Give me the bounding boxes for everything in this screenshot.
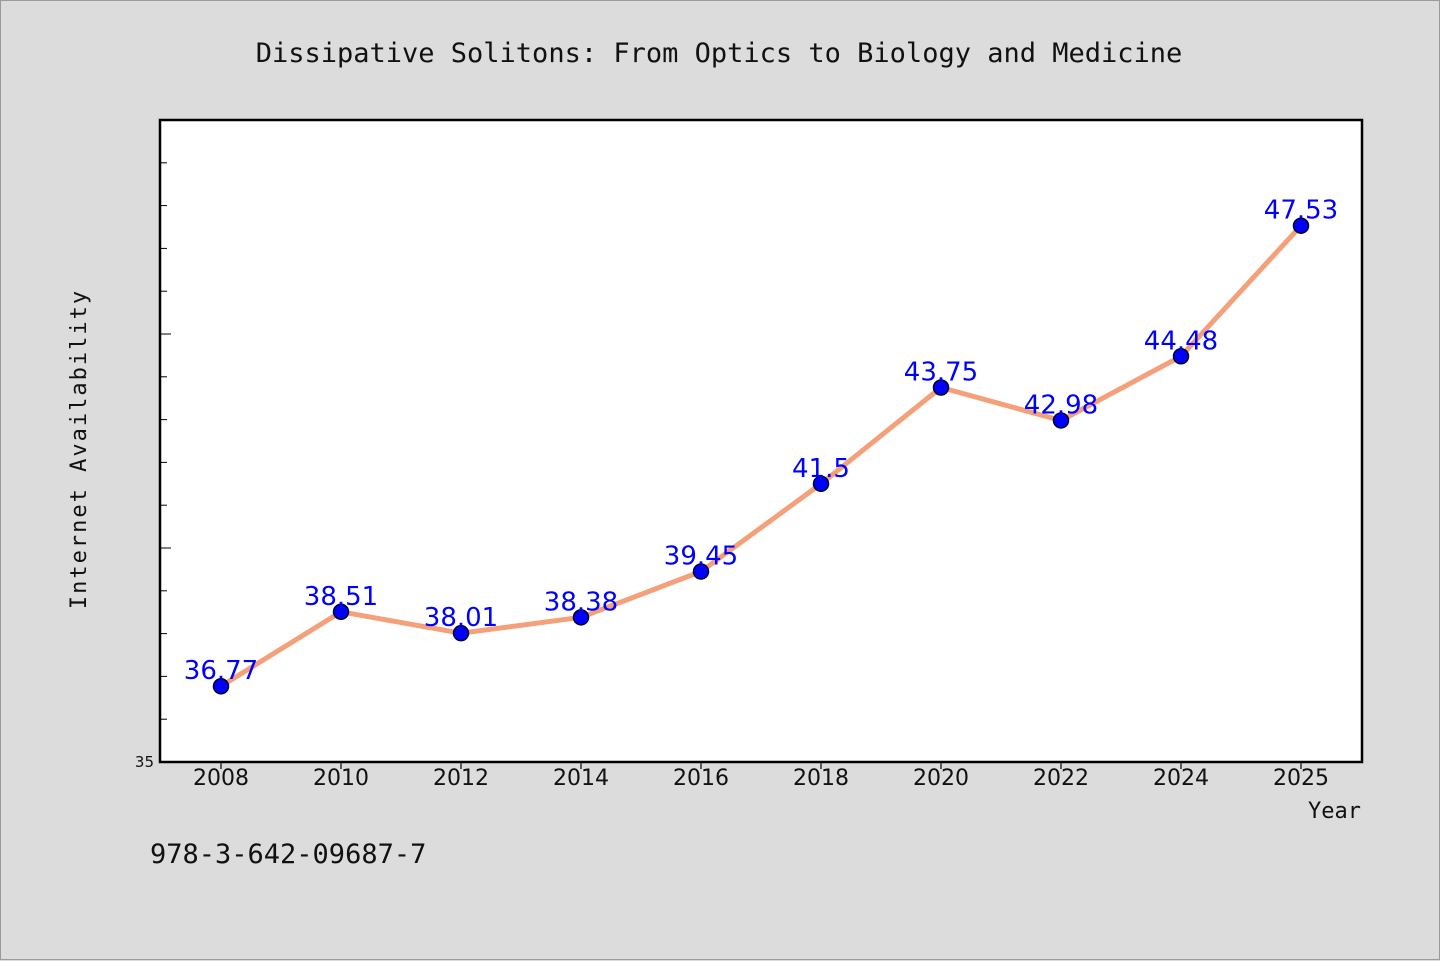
y-tick-label: 35 <box>135 753 154 771</box>
x-axis-ticks: 2008 2010 2012 2014 2016 2018 2020 2022 2024 2025 <box>193 762 1329 791</box>
plot-area <box>158 118 1364 764</box>
data-label: 36.77 <box>184 656 258 686</box>
data-label: 38.38 <box>544 587 618 617</box>
data-label: 38.01 <box>424 603 498 633</box>
y-axis-title: Internet Availability <box>67 289 92 609</box>
data-point <box>1052 412 1070 429</box>
data-point <box>1172 348 1190 365</box>
series-layer: 36.77 38.51 38.01 38.38 39.45 41.5 43.75 42.98 4… <box>184 196 1338 695</box>
data-label: 42.98 <box>1024 390 1098 420</box>
data-label: 43.75 <box>904 358 978 388</box>
data-label: 38.51 <box>304 582 378 612</box>
x-tick-label: 2008 <box>193 766 249 791</box>
y-axis-ticks: 35 <box>135 162 171 771</box>
data-label: 39.45 <box>664 542 738 572</box>
data-point <box>572 609 590 626</box>
x-tick-label: 2024 <box>1153 766 1209 791</box>
isbn-footnote: 978-3-642-09687-7 <box>150 839 426 870</box>
x-tick-label: 2010 <box>313 766 369 791</box>
x-tick-label: 2025 <box>1273 766 1329 791</box>
data-label: 47.53 <box>1264 196 1338 226</box>
data-label: 44.48 <box>1144 326 1218 356</box>
data-point <box>452 624 470 642</box>
x-tick-label: 2014 <box>553 766 609 791</box>
chart-title: Dissipative Solitons: From Optics to Bio… <box>256 38 1183 69</box>
x-tick-label: 2022 <box>1033 766 1089 791</box>
data-point <box>932 379 950 396</box>
x-tick-label: 2018 <box>793 766 849 791</box>
series-line <box>218 223 1304 689</box>
data-label: 41.5 <box>792 454 850 484</box>
data-point <box>212 677 230 695</box>
data-point <box>692 563 710 580</box>
x-axis-title: Year <box>1308 799 1361 824</box>
data-point <box>332 603 350 621</box>
x-tick-label: 2016 <box>673 766 729 791</box>
data-point <box>1292 217 1310 234</box>
data-point <box>812 475 830 493</box>
x-tick-label: 2012 <box>433 766 489 791</box>
x-tick-label: 2020 <box>913 766 969 791</box>
